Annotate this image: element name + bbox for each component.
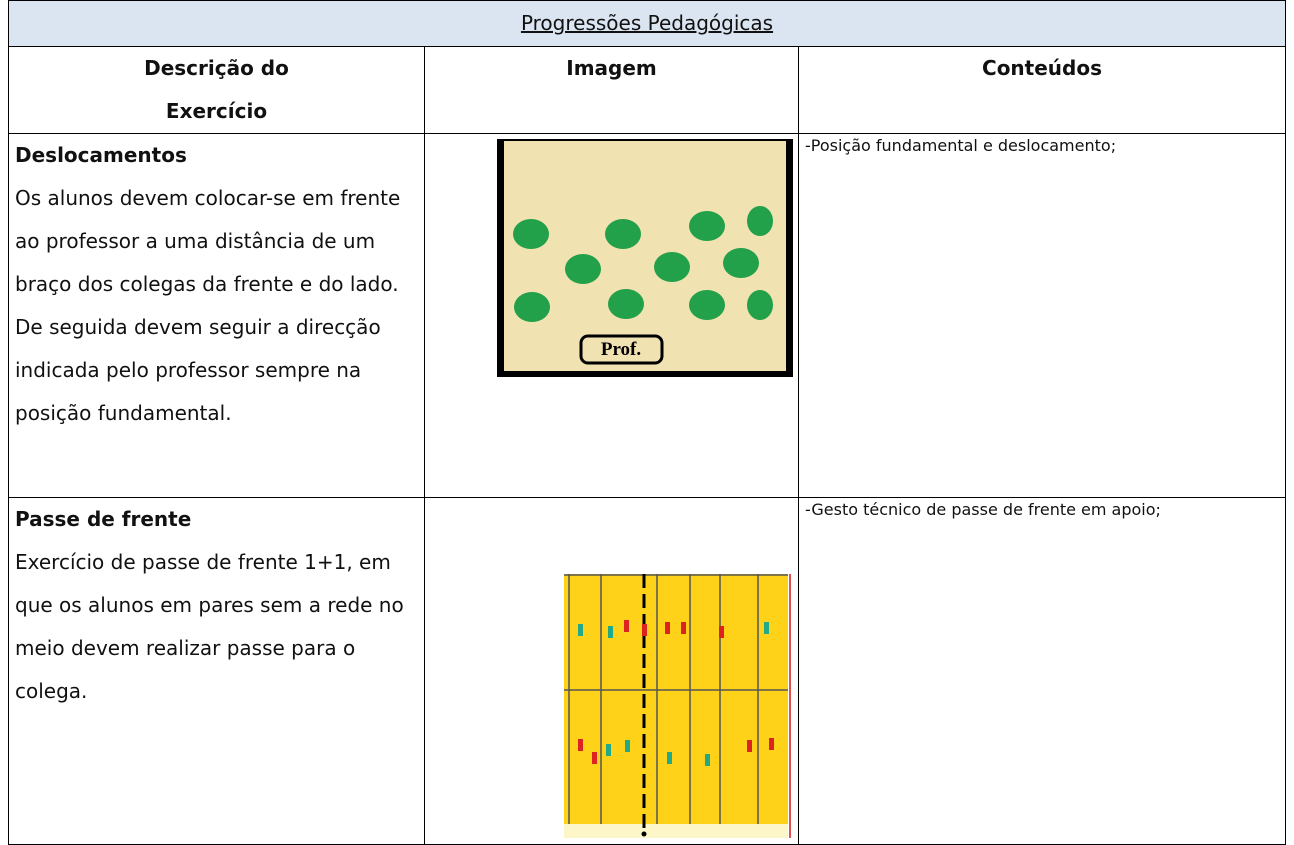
image-cell — [424, 497, 799, 845]
image-cell: Prof. — [424, 133, 799, 498]
title-cell: Progressões Pedagógicas — [7, 0, 1287, 47]
row: Deslocamentos Os alunos devem colocar-se … — [8, 133, 1287, 498]
exercise-name: Passe de frente — [15, 507, 192, 531]
content-cell: -Gesto técnico de passe de frente em apo… — [797, 497, 1287, 845]
exercise-description: Exercício de passe de frente 1+1, em que… — [15, 550, 404, 703]
exercise-description: Os alunos devem colocar-se em frente ao … — [15, 186, 401, 425]
title-row: Progressões Pedagógicas — [7, 0, 1287, 47]
court-image — [564, 574, 791, 838]
content-cell: -Posição fundamental e deslocamento; — [797, 133, 1287, 498]
progressions-table: Progressões Pedagógicas Descrição do Exe… — [7, 0, 1287, 845]
image-label: Prof. — [601, 339, 641, 360]
exercise-name: Deslocamentos — [15, 143, 187, 167]
header-cell: Conteúdos — [797, 46, 1287, 134]
description-cell: Passe de frente Exercício de passe de fre… — [8, 497, 425, 845]
formation-image: Prof. — [497, 139, 793, 377]
header-cell: Descrição do Exercício — [8, 46, 425, 134]
description-cell: Deslocamentos Os alunos devem colocar-se … — [8, 133, 425, 498]
row: Passe de frente Exercício de passe de fre… — [8, 497, 1287, 845]
title: Progressões Pedagógicas — [520, 11, 774, 35]
header-cell: Imagem — [424, 46, 799, 134]
header-row: Descrição do Exercício Imagem Conteúdos — [8, 46, 1287, 134]
